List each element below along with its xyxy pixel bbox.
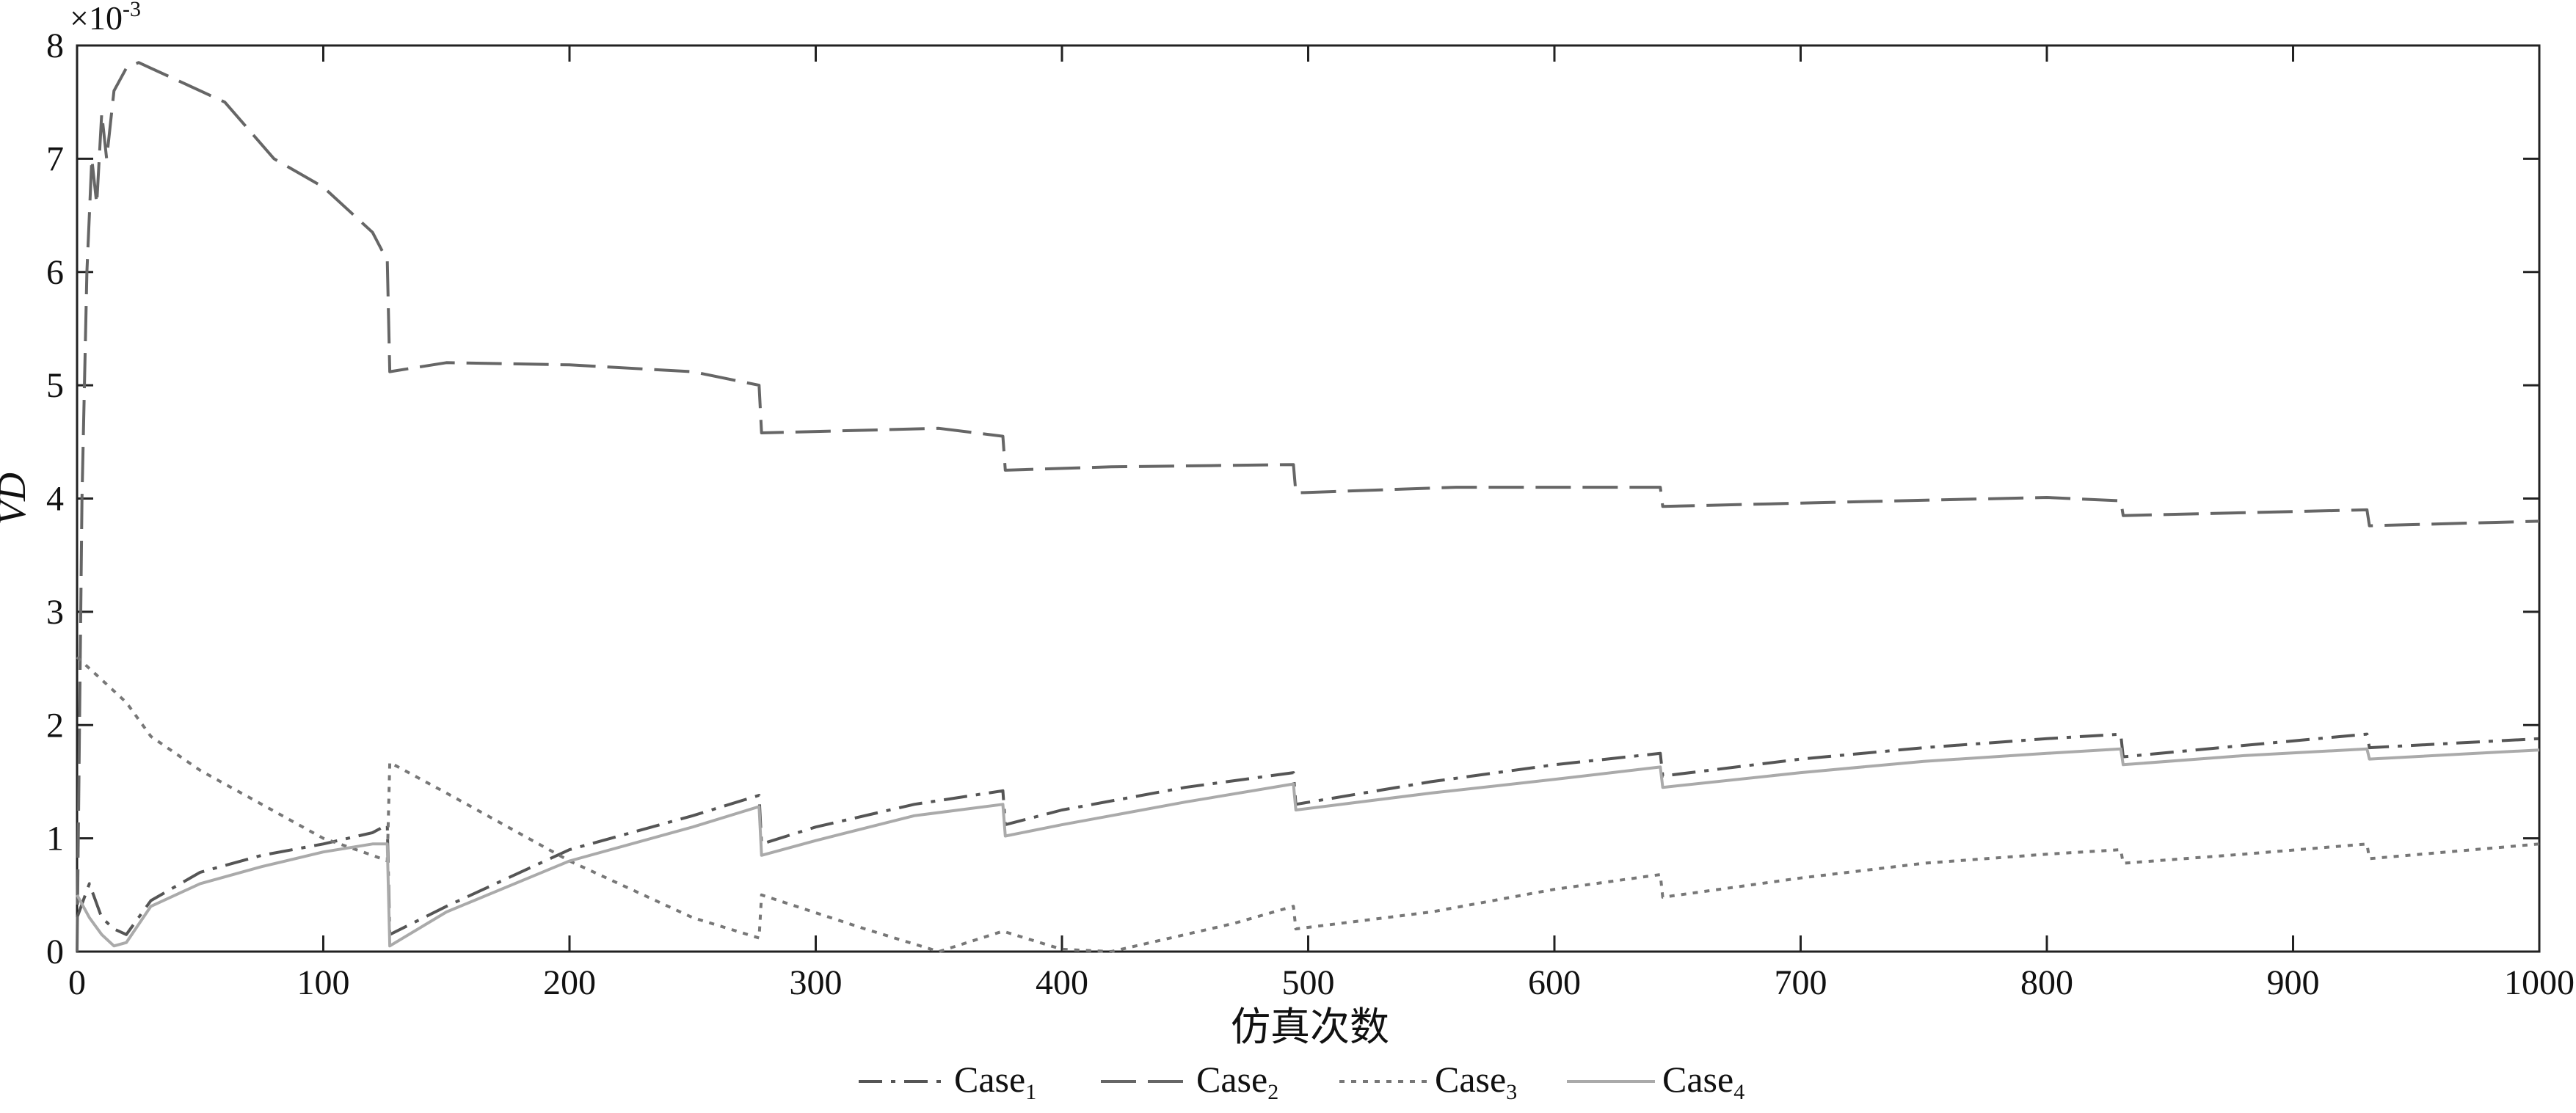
y-tick-label: 8 (46, 26, 64, 65)
y-tick-label: 0 (46, 933, 64, 971)
y-tick-label: 3 (46, 593, 64, 632)
series-line-case1 (76, 732, 2540, 936)
x-tick-label: 1000 (2504, 963, 2575, 1002)
legend-label-case2: Case2 (1196, 1059, 1278, 1104)
y-axis-multiplier: ×10-3 (70, 0, 141, 37)
x-tick-label: 600 (1528, 963, 1581, 1002)
x-axis-label: 仿真次数 (1231, 1004, 1389, 1050)
legend: Case1 Case2 Case3 Case4 (859, 1059, 1744, 1104)
series-line-case4 (76, 747, 2540, 948)
y-tick-label: 4 (46, 480, 64, 519)
y-axis-label: VD (0, 472, 34, 525)
x-tick-label: 700 (1775, 963, 1827, 1002)
x-tick-label: 0 (68, 963, 86, 1002)
legend-label-case1: Case1 (954, 1059, 1036, 1104)
x-tick-label: 100 (297, 963, 350, 1002)
y-tick-label: 6 (46, 253, 64, 292)
x-tick-label: 300 (790, 963, 843, 1002)
y-tick-label: 7 (46, 139, 64, 178)
series-group (76, 61, 2540, 953)
x-tick-label: 200 (543, 963, 596, 1002)
y-tick-label: 5 (46, 366, 64, 405)
y-tick-label: 2 (46, 706, 64, 745)
x-tick-label: 900 (2267, 963, 2320, 1002)
plot-frame (76, 44, 2541, 953)
x-tick-label: 500 (1282, 963, 1335, 1002)
series-line-case3 (76, 656, 2540, 953)
legend-label-case4: Case4 (1662, 1059, 1744, 1104)
series-line-case2 (76, 61, 2540, 952)
y-tick-label: 1 (46, 820, 64, 858)
x-tick-label: 400 (1036, 963, 1088, 1002)
legend-label-case3: Case3 (1435, 1059, 1517, 1104)
x-tick-label: 800 (2020, 963, 2073, 1002)
axis-ticks: 0 100 200 300 400 500 600 700 800 900 1000 0 1 2 3 4 5 6 7… (46, 26, 2575, 1002)
